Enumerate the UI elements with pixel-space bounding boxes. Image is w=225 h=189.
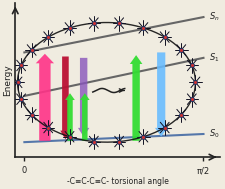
Y-axis label: Energy: Energy (3, 64, 12, 96)
X-axis label: -C≡C-C≡C- torsional angle: -C≡C-C≡C- torsional angle (67, 177, 169, 186)
FancyArrow shape (80, 93, 90, 141)
Text: $S_0$: $S_0$ (209, 128, 220, 140)
Text: $S_1$: $S_1$ (209, 52, 220, 64)
FancyArrow shape (155, 52, 167, 137)
FancyArrow shape (130, 55, 142, 141)
FancyArrow shape (65, 93, 75, 141)
FancyArrow shape (36, 54, 54, 141)
Text: $S_n$: $S_n$ (209, 11, 220, 23)
FancyArrow shape (60, 57, 71, 139)
FancyArrow shape (78, 58, 89, 137)
